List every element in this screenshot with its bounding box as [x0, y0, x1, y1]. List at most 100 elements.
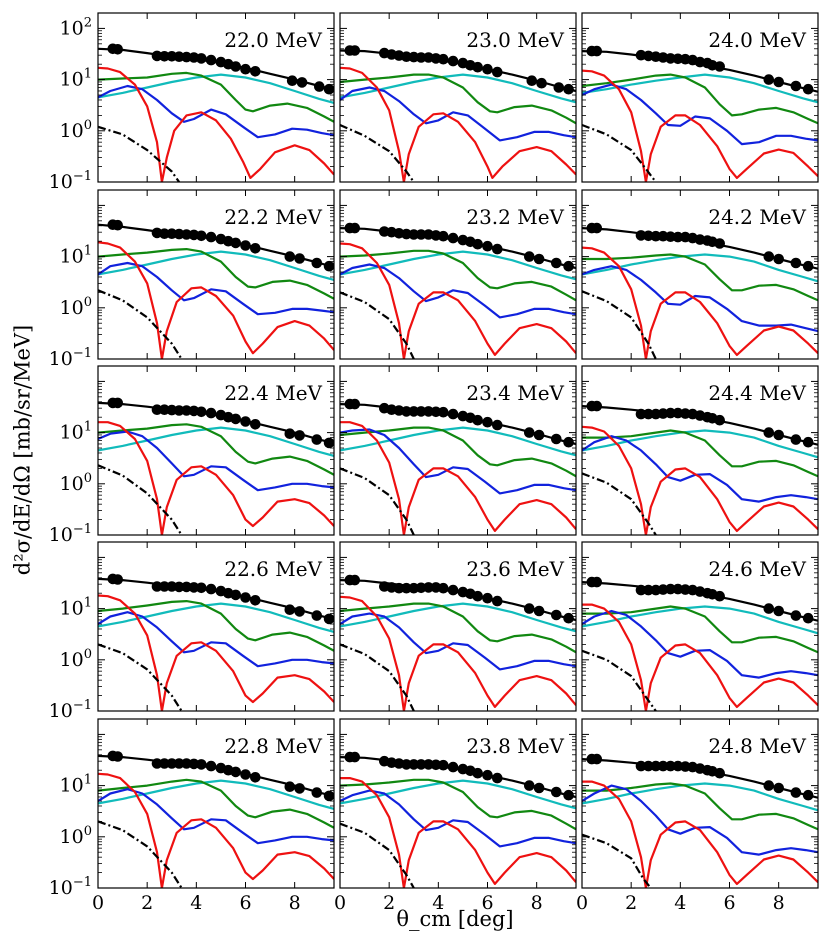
- y-tick-label: 10−1: [49, 169, 92, 193]
- data-point: [551, 257, 562, 269]
- data-point: [526, 75, 538, 86]
- data-point: [773, 782, 784, 794]
- panel-curves: [582, 222, 818, 359]
- panel-frame: [581, 718, 819, 889]
- panel-frame: [339, 718, 577, 889]
- data-point: [296, 77, 308, 88]
- energy-label: 24.2 MeV: [708, 205, 806, 229]
- panel-15: 0 2 4 6 8 24.8 MeV: [576, 718, 819, 914]
- l2-curve: [340, 789, 576, 848]
- y-tick-label: 10−1: [49, 698, 92, 722]
- data-point: [482, 63, 493, 75]
- x-tick-label: 8: [531, 892, 543, 914]
- l1-curve: [582, 69, 818, 182]
- data-point: [591, 45, 603, 57]
- data-point: [159, 758, 170, 769]
- data-point: [635, 408, 647, 420]
- data-point: [591, 753, 603, 765]
- data-point: [284, 428, 296, 440]
- l0-curve: [98, 125, 181, 182]
- data-point: [447, 408, 459, 420]
- data-point: [284, 251, 296, 262]
- x-tick-label: 8: [289, 892, 301, 914]
- data-point: [173, 405, 185, 416]
- panel-frame: [339, 189, 577, 360]
- data-point: [205, 760, 217, 772]
- data-point: [284, 604, 296, 615]
- l1-curve: [98, 594, 334, 711]
- data-point: [657, 760, 669, 772]
- panel-11: 23.6 MeV: [339, 541, 577, 712]
- data-point: [294, 783, 305, 794]
- data-point: [323, 613, 334, 625]
- data-point: [492, 419, 503, 431]
- data-point: [563, 260, 574, 272]
- panel-frame: [97, 541, 335, 712]
- energy-label: 22.0 MeV: [224, 28, 322, 52]
- data-point: [311, 257, 323, 269]
- l2-curve: [340, 86, 576, 142]
- panel-13: 0 2 4 6 8 101 100 10−1 22.8 MeV: [49, 718, 335, 914]
- data-point: [415, 759, 427, 770]
- data-point: [401, 406, 412, 417]
- energy-label: 22.6 MeV: [224, 557, 322, 581]
- data-point: [551, 609, 562, 621]
- data-point: [250, 66, 261, 77]
- energy-label: 22.2 MeV: [224, 205, 322, 229]
- panel-curves: [340, 751, 576, 888]
- panel-frame: [339, 12, 577, 183]
- data-point: [112, 751, 123, 762]
- data-point: [349, 45, 361, 56]
- l1-curve: [340, 777, 576, 888]
- panel-3: 24.0 MeV: [581, 12, 819, 183]
- data-point: [635, 760, 647, 772]
- l1-curve: [340, 66, 576, 182]
- data-point: [230, 61, 241, 72]
- l0-curve: [98, 464, 183, 535]
- l2-curve: [340, 612, 576, 671]
- data-point: [401, 759, 412, 770]
- energy-label: 23.4 MeV: [466, 381, 564, 405]
- data-point: [151, 758, 163, 769]
- l0-curve: [340, 291, 415, 359]
- data-point: [665, 760, 676, 772]
- data-point: [672, 231, 684, 243]
- data-point: [393, 582, 405, 594]
- panel-curves: [98, 750, 334, 888]
- data-point: [492, 772, 503, 784]
- panel-curves: [582, 576, 818, 711]
- panel-frame: [581, 189, 819, 360]
- data-point: [533, 253, 545, 265]
- data-point: [643, 408, 654, 420]
- panel-curves: [340, 222, 576, 359]
- l4-curve: [98, 426, 334, 457]
- y-tick-label: 101: [60, 420, 92, 444]
- y-tick-label: 101: [60, 773, 92, 797]
- data-point: [802, 789, 814, 801]
- energy-label: 24.0 MeV: [708, 28, 806, 52]
- data-point: [563, 612, 574, 624]
- y-tick-label: 10−1: [49, 346, 92, 370]
- l3-curve: [340, 73, 576, 125]
- l4-curve: [340, 779, 576, 810]
- energy-label: 23.2 MeV: [466, 205, 564, 229]
- x-tick-label: 0: [92, 892, 104, 914]
- data-point: [650, 760, 662, 772]
- l3-curve: [582, 429, 818, 478]
- data-point: [438, 230, 449, 242]
- l2-curve: [98, 611, 334, 668]
- l3-curve: [340, 249, 576, 302]
- data-point: [112, 397, 123, 409]
- x-tick-label: 4: [190, 892, 202, 914]
- l2-curve: [98, 84, 334, 139]
- l4-curve: [582, 253, 818, 283]
- data-point: [408, 759, 420, 770]
- data-point: [408, 406, 420, 417]
- panel-frame: [97, 718, 335, 889]
- l3-curve: [582, 782, 818, 831]
- data-point: [415, 406, 427, 417]
- data-point: [438, 406, 449, 418]
- data-point: [438, 759, 449, 771]
- data-point: [196, 406, 207, 418]
